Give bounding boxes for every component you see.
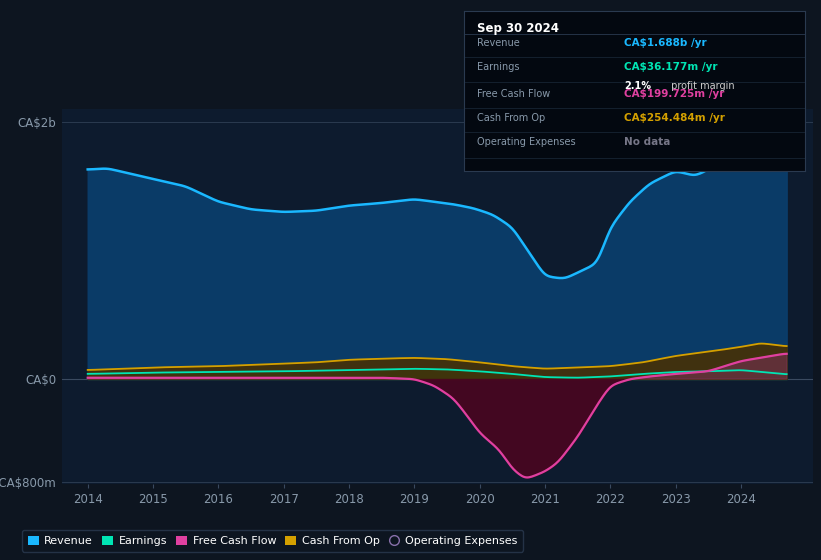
Text: CA$199.725m /yr: CA$199.725m /yr — [624, 90, 724, 100]
Text: Cash From Op: Cash From Op — [478, 113, 546, 123]
Text: Earnings: Earnings — [478, 62, 520, 72]
Text: Free Cash Flow: Free Cash Flow — [478, 90, 551, 100]
Text: CA$1.688b /yr: CA$1.688b /yr — [624, 38, 707, 48]
Text: Operating Expenses: Operating Expenses — [478, 137, 576, 147]
Text: No data: No data — [624, 137, 671, 147]
Text: Revenue: Revenue — [478, 38, 521, 48]
Text: 2.1%: 2.1% — [624, 81, 651, 91]
Text: Sep 30 2024: Sep 30 2024 — [478, 22, 559, 35]
Text: profit margin: profit margin — [668, 81, 735, 91]
Text: CA$254.484m /yr: CA$254.484m /yr — [624, 113, 725, 123]
Legend: Revenue, Earnings, Free Cash Flow, Cash From Op, Operating Expenses: Revenue, Earnings, Free Cash Flow, Cash … — [22, 530, 523, 552]
Text: CA$36.177m /yr: CA$36.177m /yr — [624, 62, 718, 72]
